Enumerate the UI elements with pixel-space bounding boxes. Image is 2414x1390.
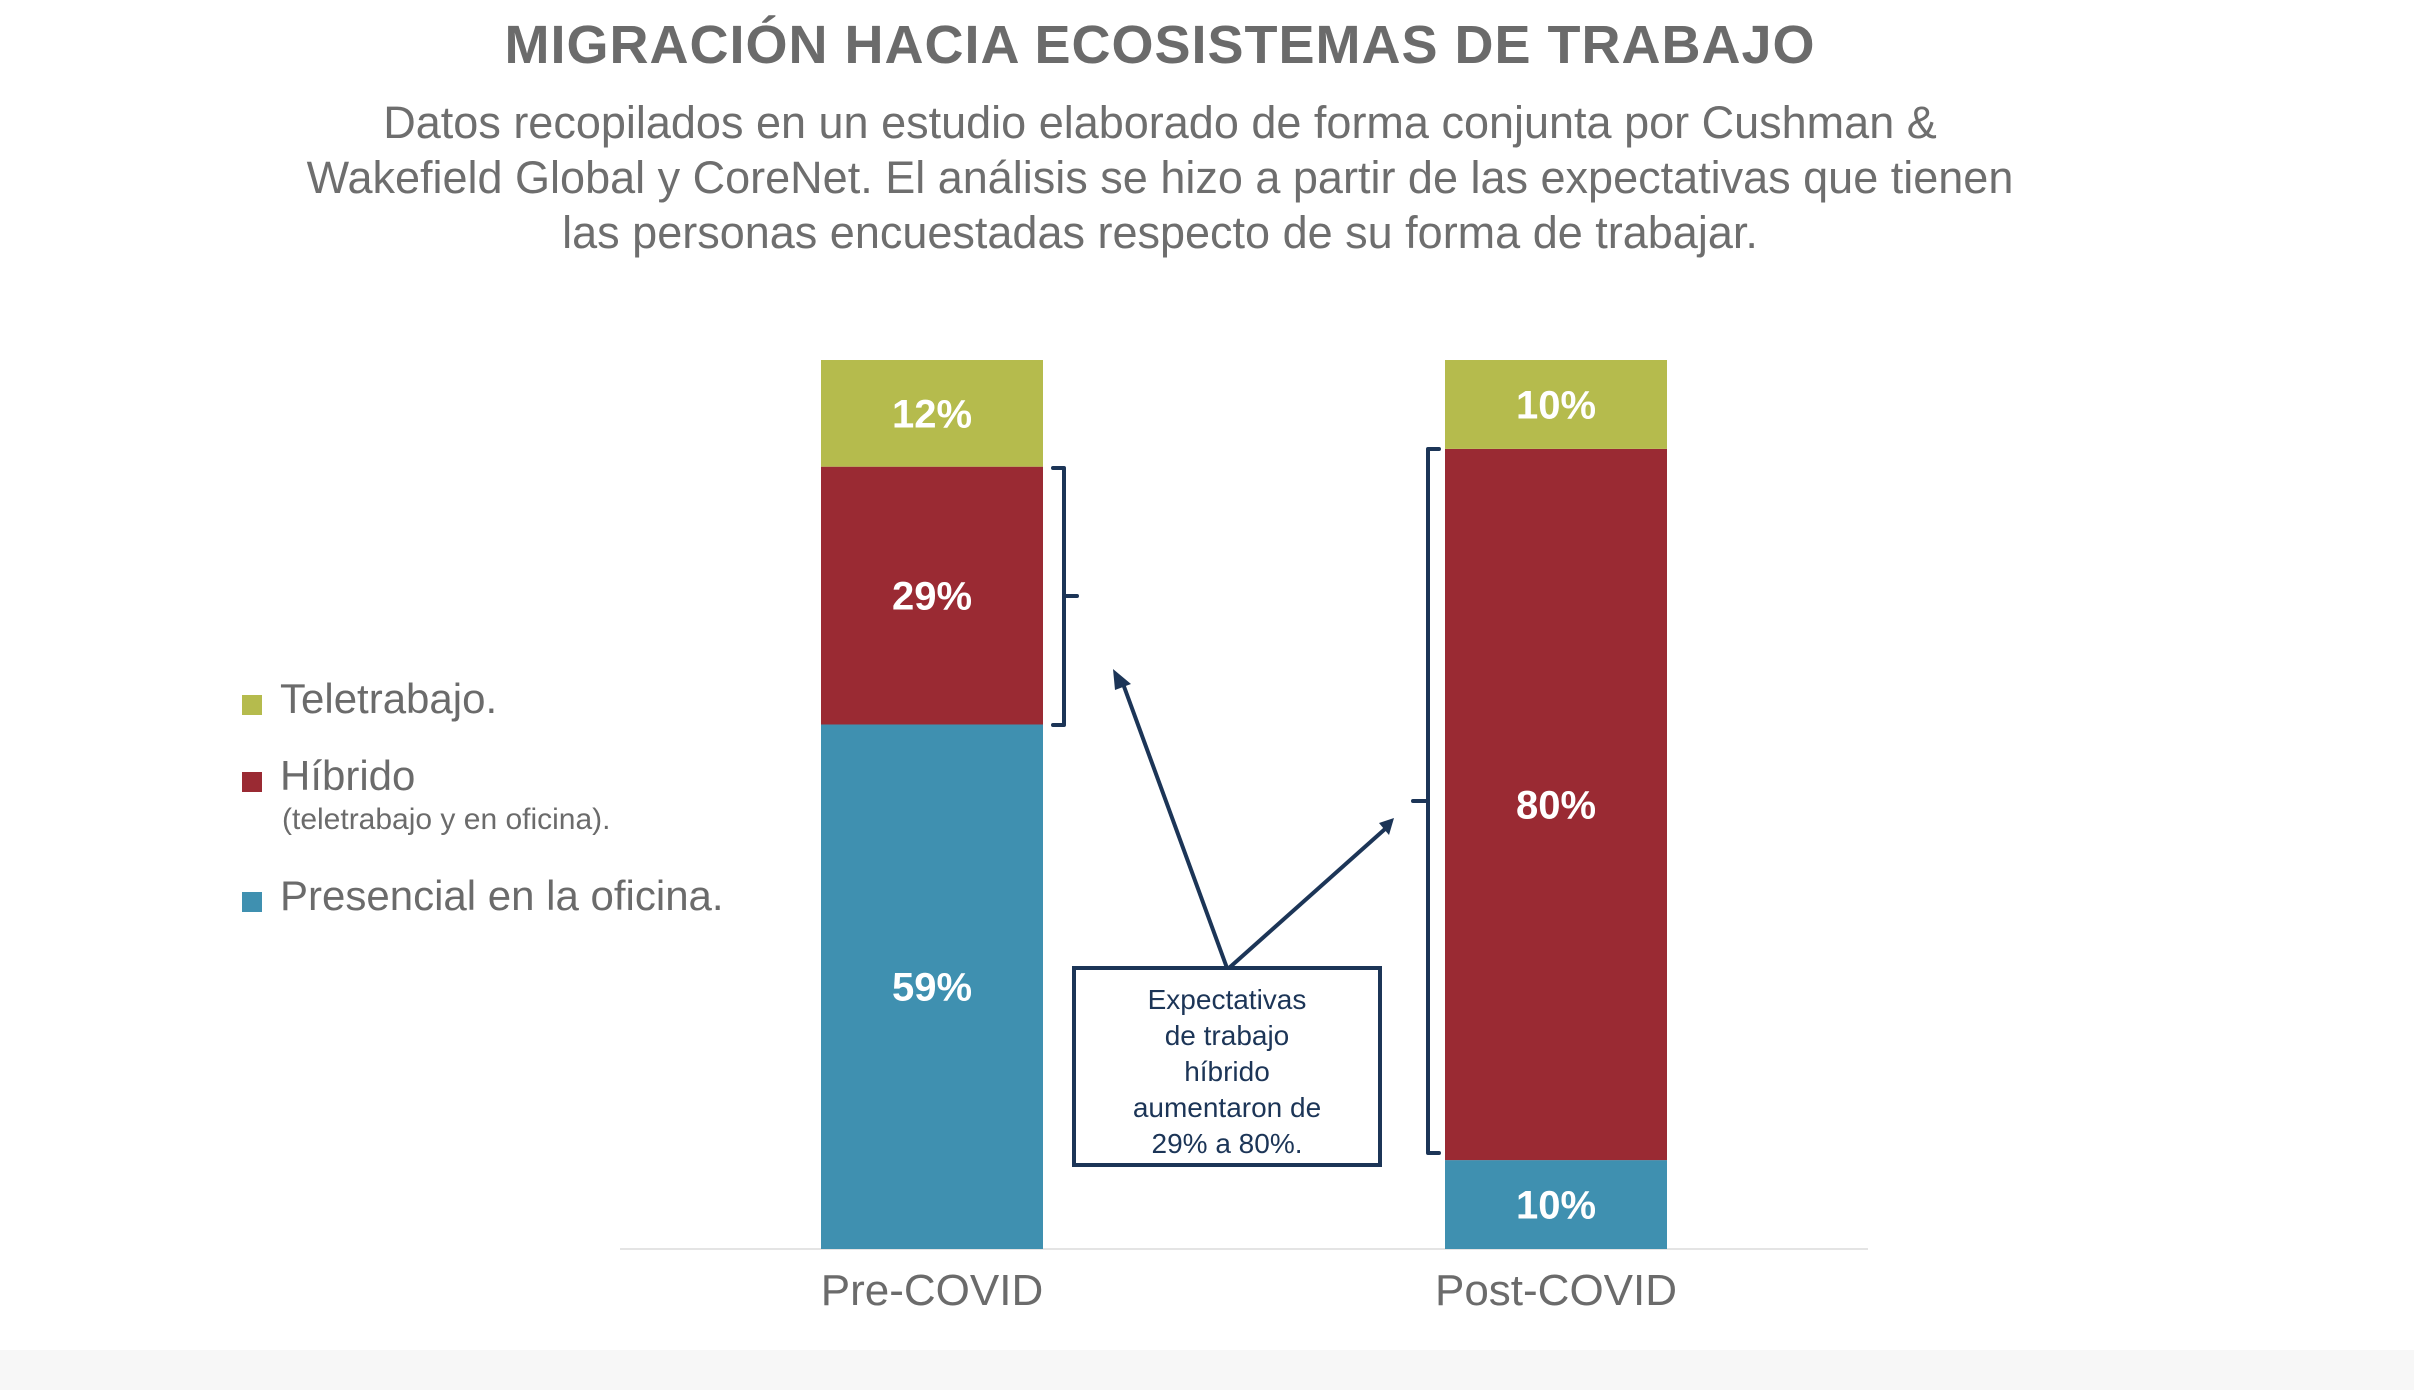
legend-swatch-hibrido — [242, 772, 262, 792]
chart-subtitle: Datos recopilados en un estudio elaborad… — [210, 95, 2110, 260]
category-labels: Pre-COVID Post-COVID — [821, 1266, 1677, 1315]
legend-label-teletrabajo: Teletrabajo. — [280, 675, 498, 722]
legend-swatch-presencial — [242, 892, 262, 912]
callout-line-3: híbrido — [1184, 1056, 1270, 1087]
stacked-bar-chart: 59% 29% 12% 10% 80% 10% Expectativas de traba… — [620, 360, 1868, 1315]
bar-post-covid-hibrido — [1445, 448, 1667, 1161]
subtitle-line-3: las personas encuestadas respecto de su … — [562, 207, 1758, 258]
data-label-post-covid-teletrabajo: 10% — [1516, 383, 1596, 427]
post-covid-hybrid-bracket — [1411, 447, 1441, 1155]
bar-pre-covid-presencial-en-la-oficina — [821, 724, 1043, 1249]
pre-covid-hybrid-bracket — [1051, 466, 1079, 727]
legend-note-hibrido: (teletrabajo y en oficina). — [282, 803, 611, 836]
bar-post-covid-teletrabajo — [1445, 360, 1667, 449]
category-label-post-covid: Post-COVID — [1435, 1266, 1677, 1315]
callout-line-5: 29% a 80%. — [1152, 1128, 1303, 1159]
brackets-group — [1051, 447, 1441, 1155]
chart-title: MIGRACIÓN HACIA ECOSISTEMAS DE TRABAJO — [504, 15, 1816, 75]
bar-post-covid-presencial-en-la-oficina — [1445, 1160, 1667, 1249]
callout-arrows — [1113, 669, 1394, 970]
data-label-post-covid-hibrido: 80% — [1516, 784, 1596, 828]
callout-box — [1072, 966, 1382, 1167]
subtitle-line-2: Wakefield Global y CoreNet. El análisis … — [306, 152, 2014, 203]
data-label-pre-covid-hibrido: 29% — [892, 575, 972, 619]
data-label-post-covid-presencial-en-la-oficina: 10% — [1516, 1184, 1596, 1228]
legend-swatch-teletrabajo — [242, 695, 262, 715]
bar-pre-covid-hibrido — [821, 466, 1043, 725]
legend-label-presencial: Presencial en la oficina. — [280, 872, 724, 919]
category-label-pre-covid: Pre-COVID — [821, 1266, 1043, 1315]
arrow-to-post-covid-line — [1227, 827, 1387, 970]
data-label-pre-covid-presencial-en-la-oficina: 59% — [892, 966, 972, 1010]
legend-label-hibrido: Híbrido — [280, 752, 416, 799]
data-label-pre-covid-teletrabajo: 12% — [892, 392, 972, 436]
callout-line-1: Expectativas — [1148, 984, 1307, 1015]
arrow-head-post-covid — [1379, 818, 1394, 835]
callout-line-4: aumentaron de — [1133, 1092, 1321, 1123]
callout-text: Expectativas de trabajo híbrido aumentar… — [1133, 984, 1321, 1159]
bottom-band — [0, 1350, 2414, 1390]
subtitle-line-1: Datos recopilados en un estudio elaborad… — [383, 97, 1937, 148]
arrow-to-pre-covid-line — [1120, 680, 1229, 969]
bar-pre-covid-teletrabajo — [821, 360, 1043, 467]
callout-line-2: de trabajo — [1165, 1020, 1290, 1051]
arrow-head-pre-covid — [1113, 669, 1131, 690]
bars-group: 59% 29% 12% 10% 80% 10% — [821, 360, 1667, 1249]
